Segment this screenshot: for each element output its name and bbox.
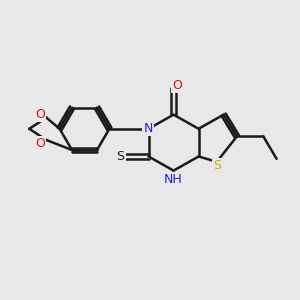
Text: O: O: [35, 108, 45, 121]
Text: O: O: [172, 79, 182, 92]
Text: S: S: [117, 150, 124, 163]
Text: N: N: [143, 122, 153, 135]
Text: O: O: [35, 137, 45, 150]
Text: S: S: [213, 159, 221, 172]
Text: NH: NH: [164, 173, 183, 186]
